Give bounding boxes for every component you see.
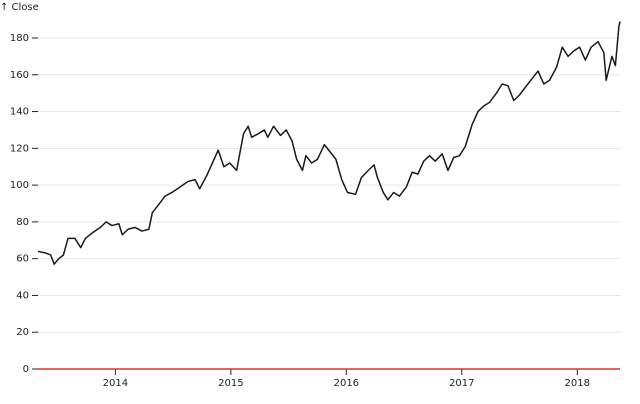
y-tick-label: 20 [16, 327, 29, 338]
x-tick-label: 2017 [449, 378, 474, 389]
y-tick-label: 60 [16, 254, 29, 265]
y-tick-label: 0 [23, 364, 29, 375]
y-tick-label: 140 [10, 107, 29, 118]
y-tick-label: 40 [16, 290, 29, 301]
x-tick-label: 2018 [565, 378, 590, 389]
x-tick-label: 2015 [218, 378, 243, 389]
y-tick-label: 120 [10, 143, 29, 154]
y-tick-label: 180 [10, 33, 29, 44]
y-tick-label: 160 [10, 70, 29, 81]
x-tick-label: 2014 [103, 378, 128, 389]
y-tick-label: 80 [16, 217, 29, 228]
y-axis-label: ↑ Close [0, 2, 39, 13]
line [37, 21, 621, 265]
y-tick-label: 100 [10, 180, 29, 191]
x-tick-label: 2016 [334, 378, 359, 389]
